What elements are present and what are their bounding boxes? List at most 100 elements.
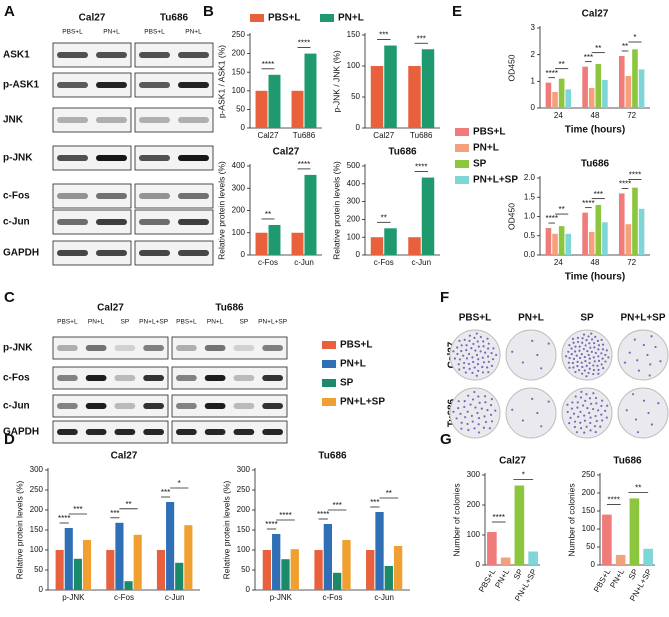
x-tick-label: c-Jun — [411, 258, 431, 267]
colony — [597, 355, 600, 358]
colony — [587, 353, 590, 357]
y-axis-title: OD450 — [506, 54, 516, 81]
bar — [629, 498, 640, 565]
colony — [475, 353, 479, 357]
y-axis-title: Number of colonies — [451, 483, 461, 556]
colony — [592, 368, 596, 372]
colony — [540, 425, 543, 428]
colony — [574, 345, 577, 348]
colony — [462, 354, 465, 357]
legend-swatch — [322, 379, 336, 387]
y-tick-label: 3 — [531, 23, 536, 32]
colony — [467, 428, 470, 432]
legend-swatch — [322, 398, 336, 406]
band — [139, 82, 170, 88]
y-tick-label: 0 — [39, 585, 44, 594]
y-axis-title: p-JNK / JNK (%) — [331, 50, 341, 113]
band — [143, 429, 164, 435]
colony — [590, 402, 593, 405]
y-tick-label: 250 — [582, 470, 596, 479]
bar — [638, 69, 645, 108]
x-tick-label: c-Fos — [374, 258, 394, 267]
sig-label: **** — [619, 180, 631, 189]
colony — [594, 335, 597, 338]
x-tick-label: PBS+L — [477, 567, 498, 594]
colony — [477, 431, 481, 434]
row-label: c-Fos — [3, 373, 30, 384]
sig-label: * — [178, 479, 181, 488]
colony — [647, 411, 650, 415]
band — [178, 193, 209, 199]
bar — [255, 232, 268, 255]
bar — [268, 74, 281, 128]
bar — [370, 237, 384, 255]
colony — [607, 356, 610, 359]
colony — [576, 336, 579, 339]
colony — [575, 431, 579, 434]
colony — [582, 347, 585, 351]
colony — [564, 355, 568, 358]
x-tick-label: c-Jun — [374, 593, 394, 602]
colony — [482, 361, 486, 364]
colony — [600, 338, 603, 341]
colony — [490, 398, 494, 401]
band — [96, 250, 127, 256]
colony — [636, 359, 639, 362]
colony — [511, 408, 514, 411]
colony — [589, 429, 592, 432]
colony — [452, 410, 455, 413]
y-tick-label: 0 — [356, 250, 361, 259]
sig-label: *** — [379, 31, 388, 40]
sig-label: *** — [110, 509, 119, 518]
bar — [370, 66, 384, 128]
y-tick-label: 0 — [476, 560, 481, 569]
x-tick-label: c-Fos — [258, 258, 278, 267]
colony — [488, 427, 491, 430]
colony — [568, 422, 571, 425]
bar — [421, 177, 435, 255]
blot-frame — [171, 366, 288, 390]
plate — [561, 387, 613, 439]
x-tick-label: c-Jun — [294, 258, 314, 267]
blot-frame — [171, 336, 288, 360]
band — [96, 155, 127, 161]
colony — [468, 367, 471, 370]
colony — [478, 401, 481, 404]
colony — [566, 403, 569, 406]
sig-label: **** — [546, 214, 558, 223]
bar — [333, 572, 342, 590]
blot-group: Tu686 — [160, 13, 189, 24]
y-tick-label: 50 — [586, 542, 595, 551]
band — [178, 219, 209, 225]
colony — [466, 410, 469, 413]
bar — [304, 174, 317, 255]
colony — [465, 344, 468, 347]
colony — [597, 359, 601, 362]
legend-swatch — [455, 160, 469, 168]
colony — [460, 344, 463, 347]
legend-swatch — [320, 14, 334, 22]
bar — [291, 232, 304, 255]
colony — [453, 357, 457, 360]
lane-label: SP — [121, 319, 130, 326]
legend-label: PBS+L — [268, 13, 301, 24]
band — [57, 82, 88, 88]
bar — [602, 80, 608, 108]
colony — [471, 398, 475, 401]
colony — [474, 349, 477, 352]
blot-frame — [134, 107, 214, 133]
colony — [576, 406, 579, 409]
blot-frame — [52, 420, 169, 444]
y-tick-label: 0 — [591, 560, 596, 569]
colony — [597, 409, 600, 412]
y-tick-label: 500 — [347, 161, 361, 170]
bar — [55, 550, 64, 590]
blot-frame — [171, 394, 288, 418]
y-tick-label: 100 — [232, 228, 246, 237]
colony — [597, 344, 601, 347]
y-axis-title: Relative protein levels (%) — [221, 480, 231, 579]
colony — [588, 361, 591, 365]
colony — [457, 406, 460, 410]
y-tick-label: 200 — [467, 500, 481, 509]
colony — [584, 399, 587, 402]
